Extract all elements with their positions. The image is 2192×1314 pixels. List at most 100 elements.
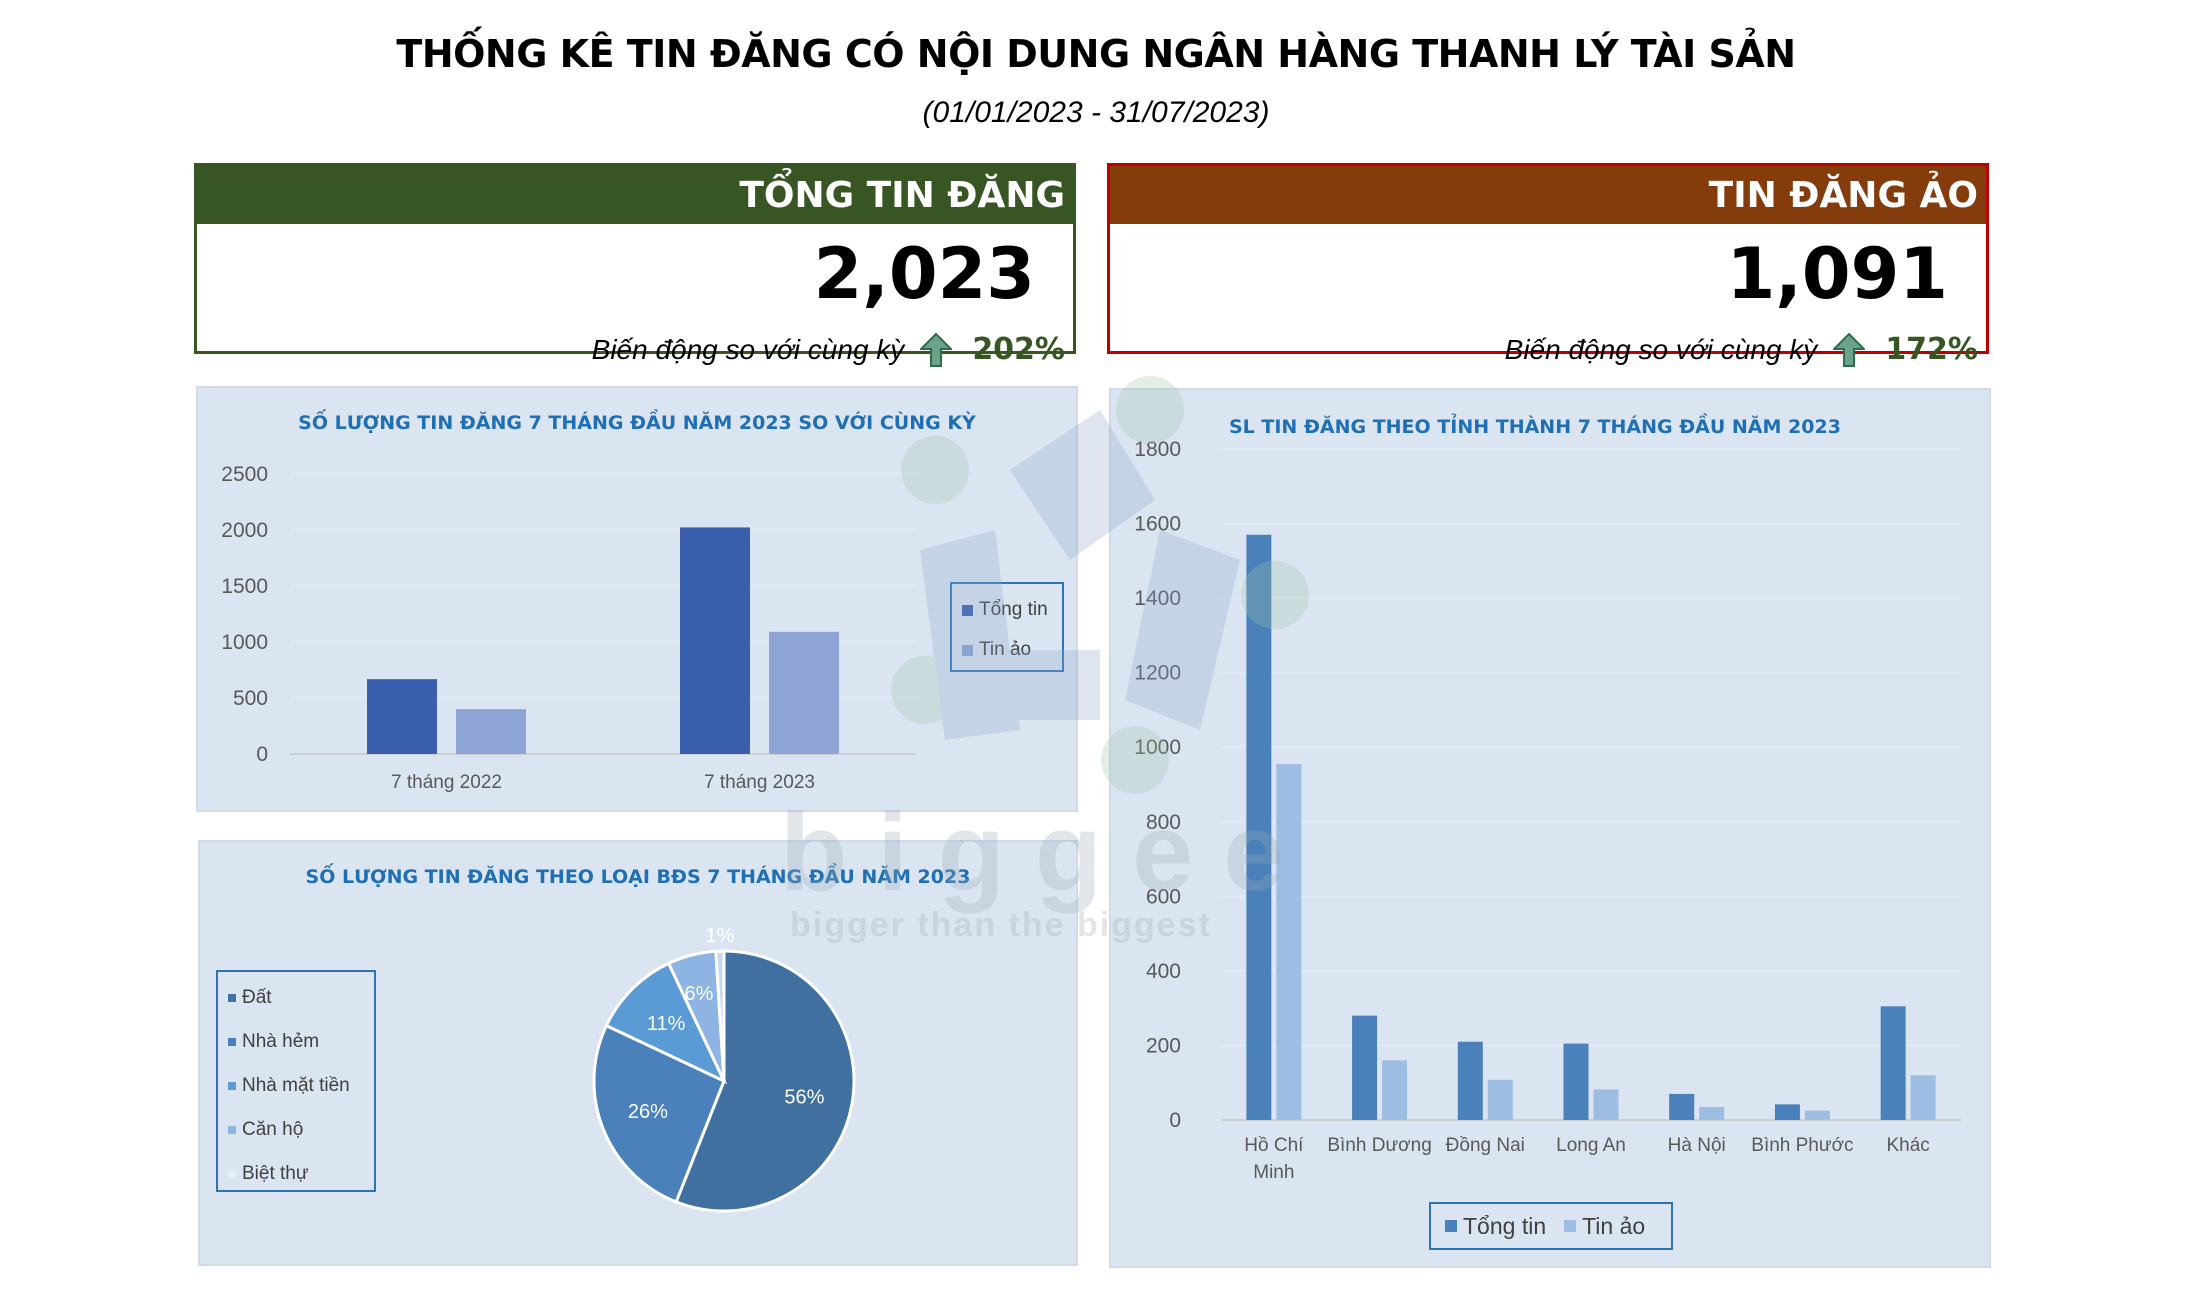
kpi-card-fake: TIN ĐĂNG ẢO 1,091 Biến động so với cùng … [1107,163,1989,367]
legend-swatch [962,604,973,616]
x-tick-label: 7 tháng 2022 [391,772,502,793]
legend-label: Tổng tin [979,599,1048,620]
legend-provinces: Tổng tin Tin ảo [1429,1202,1673,1250]
pie-slice [604,961,728,1085]
arrow-up-icon [1833,332,1866,367]
kpi-fake-delta: Biến động so với cùng kỳ 172% [1505,332,1978,367]
chart-title-property-types: SỐ LƯỢNG TIN ĐĂNG THEO LOẠI BĐS 7 THÁNG … [305,866,971,888]
y-tick-label: 1000 [221,631,268,654]
kpi-total-delta: Biến động so với cùng kỳ 202% [592,332,1065,367]
province-bar-chart: 0 200 400 600 800 1000 1200 1400 1600 1800 Hồ Chí M… [1134,438,1961,1183]
yearly-bar-chart: 0 500 1000 1500 2000 2500 7 tháng 2022 7 tháng … [221,463,916,793]
kpi-total-value: 2,023 [813,233,1035,315]
x-tick-label: Bình Dương [1327,1135,1431,1156]
bar-fake [1276,763,1302,1120]
legend-swatch [228,1038,236,1046]
legend-item-dat: Đất [228,976,374,1020]
x-tick-label: Đồng Nai [1446,1135,1525,1156]
bar-fake [1699,1106,1725,1120]
y-tick-label: 1500 [221,575,268,598]
kpi-fake-header: TIN ĐĂNG ẢO [1110,166,1986,224]
bar-total [1774,1104,1800,1120]
legend-item-biet-thu: Biệt thự [228,1152,374,1196]
legend-property-types: Đất Nhà hẻm Nhà mặt tiền Căn hộ Biệt thự [216,970,376,1192]
y-tick-label: 1600 [1134,513,1181,536]
chart-title-provinces: SL TIN ĐĂNG THEO TỈNH THÀNH 7 THÁNG ĐẦU … [1229,416,1841,438]
pie-slice [592,1023,726,1204]
bar-fake [456,709,526,754]
x-tick-label: Hồ Chí [1244,1135,1304,1156]
bar-fake [1487,1079,1513,1120]
x-tick-label: Hà Nội [1668,1135,1726,1156]
legend-swatch [228,1170,236,1178]
y-tick-label: 2000 [221,519,268,542]
arrow-up-icon [920,332,953,367]
legend-swatch [228,994,236,1002]
x-tick-label: 7 tháng 2023 [704,772,815,793]
bar-total [367,679,437,754]
y-tick-label: 1000 [1134,736,1181,759]
page-title: THỐNG KÊ TIN ĐĂNG CÓ NỘI DUNG NGÂN HÀNG … [396,32,1796,76]
kpi-fake-value: 1,091 [1726,233,1948,315]
legend-label: Tin ảo [979,639,1032,660]
x-tick-label: Khác [1886,1135,1929,1156]
bar-total [1457,1041,1483,1120]
legend-label: Căn hộ [242,1119,304,1140]
legend-label: Nhà hẻm [242,1031,320,1052]
kpi-total-delta-label: Biến động so với cùng kỳ [591,333,905,365]
legend-label: Tin ảo [1582,1212,1646,1239]
bar-fake [1804,1110,1830,1120]
kpi-total-delta-value: 202% [972,332,1065,367]
chart-panel-property-types: SỐ LƯỢNG TIN ĐĂNG THEO LOẠI BĐS 7 THÁNG … [198,840,1078,1266]
legend-label: Biệt thự [242,1163,309,1184]
bar-fake [1593,1089,1619,1120]
legend-swatch [228,1082,236,1090]
y-tick-label: 1200 [1134,662,1181,685]
bar-total [1669,1093,1695,1120]
y-tick-label: 200 [1146,1034,1181,1057]
bar-fake [1382,1060,1408,1120]
pie-slice [714,949,726,1082]
legend-item-total: Tổng tin [962,590,1062,630]
bar-total [680,527,750,754]
bar-total [1563,1043,1589,1120]
pie-data-label: 11% [647,1013,686,1035]
legend-swatch [1564,1220,1577,1232]
y-tick-label: 400 [1146,960,1181,983]
legend-swatch [228,1126,236,1134]
legend-yearly: Tổng tin Tin ảo [950,582,1064,672]
legend-label: Nhà mặt tiền [242,1075,350,1096]
legend-label: Đất [242,987,272,1008]
y-tick-label: 1400 [1134,587,1181,610]
legend-swatch [962,644,973,656]
bar-total [1246,534,1272,1120]
y-tick-label: 2500 [221,463,268,486]
pie-data-label: 6% [685,983,714,1005]
x-tick-label: Bình Phước [1751,1135,1853,1156]
y-tick-label: 800 [1146,811,1181,834]
bar-total [1352,1015,1378,1120]
bar-fake [769,631,839,754]
pie-data-label: 26% [628,1101,668,1123]
x-tick-label: Long An [1556,1135,1626,1156]
kpi-fake-delta-label: Biến động so với cùng kỳ [1504,333,1818,365]
chart-panel-yearly: SỐ LƯỢNG TIN ĐĂNG 7 THÁNG ĐẦU NĂM 2023 S… [196,386,1078,812]
kpi-total-header: TỔNG TIN ĐĂNG [197,166,1073,224]
bar-total [1880,1006,1906,1120]
legend-item-fake: Tin ảo [1564,1213,1645,1240]
legend-item-total: Tổng tin [1445,1213,1546,1240]
bar-fake [1910,1075,1936,1120]
kpi-card-total: TỔNG TIN ĐĂNG 2,023 Biến động so với cùn… [194,163,1076,367]
y-tick-label: 0 [256,743,268,766]
legend-item-nha-mat-tien: Nhà mặt tiền [228,1064,374,1108]
x-tick-label: Minh [1253,1162,1294,1183]
kpi-fake-delta-value: 172% [1885,332,1978,367]
legend-item-fake: Tin ảo [962,630,1062,670]
y-tick-label: 600 [1146,885,1181,908]
chart-panel-provinces: SL TIN ĐĂNG THEO TỈNH THÀNH 7 THÁNG ĐẦU … [1109,388,1991,1268]
legend-item-nha-hem: Nhà hẻm [228,1020,374,1064]
pie-slice [674,949,856,1213]
y-tick-label: 500 [233,687,268,710]
legend-item-can-ho: Căn hộ [228,1108,374,1152]
pie-data-label: 56% [784,1086,824,1108]
